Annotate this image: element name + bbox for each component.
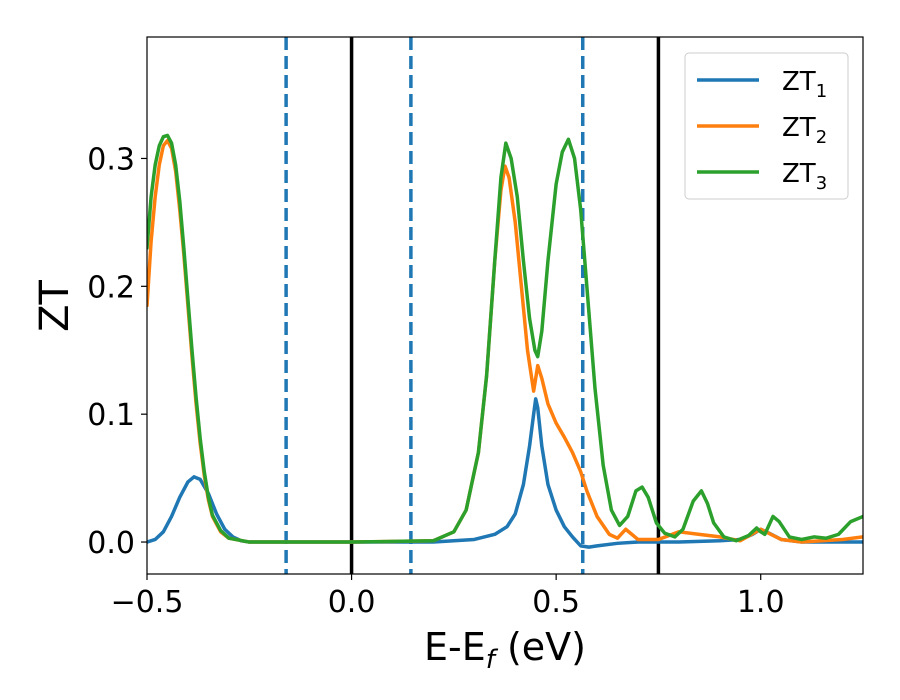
x-tick-label-2: 0.5 xyxy=(532,585,580,620)
y-tick-label-1: 0.1 xyxy=(87,398,135,433)
series-lines xyxy=(147,133,863,549)
legend: ZT1 ZT2 ZT3 xyxy=(684,52,849,200)
x-tick-label-0: −0.5 xyxy=(111,585,184,620)
series-line-zt3 xyxy=(147,133,863,544)
x-tick-label-3: 1.0 xyxy=(737,585,785,620)
x-axis-label: E-Ef (eV) xyxy=(424,625,586,675)
x-axis-label-unit: (eV) xyxy=(495,625,586,669)
legend-label-zt2: ZT2 xyxy=(782,113,827,148)
y-axis-ticks: 0.0 0.1 0.2 0.3 xyxy=(87,142,147,561)
legend-box xyxy=(684,52,849,200)
vertical-reference-lines xyxy=(284,37,661,574)
y-tick-label-2: 0.2 xyxy=(87,270,135,305)
y-axis-label: ZT xyxy=(32,280,78,332)
y-tick-label-3: 0.3 xyxy=(87,142,135,177)
y-tick-label-0: 0.0 xyxy=(87,526,135,561)
plot-frame xyxy=(146,36,864,575)
x-axis-label-main: E-E xyxy=(424,625,486,669)
legend-label-zt1: ZT1 xyxy=(782,67,827,102)
x-tick-label-1: 0.0 xyxy=(328,585,376,620)
legend-label-zt3: ZT3 xyxy=(782,159,827,194)
x-axis-ticks: −0.5 0.0 0.5 1.0 xyxy=(111,574,785,620)
